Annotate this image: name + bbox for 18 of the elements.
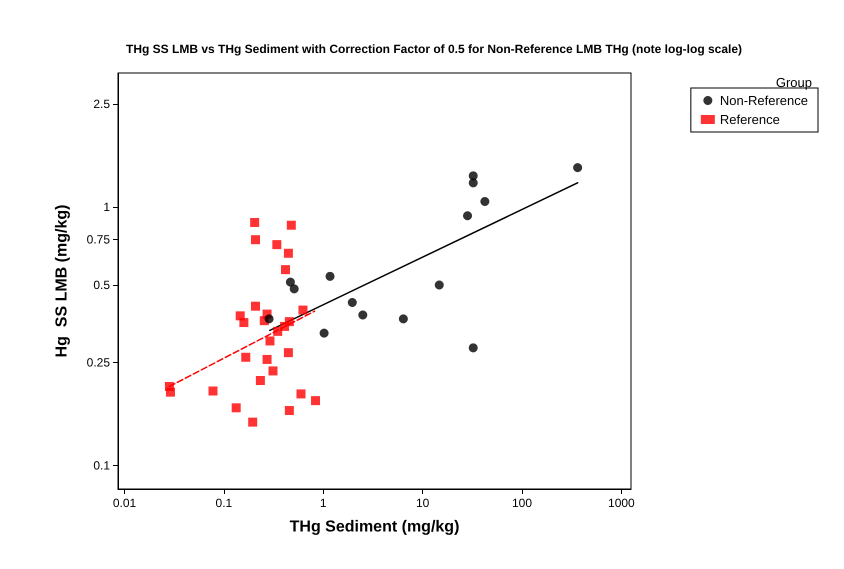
y-tick-label: 0.25 (86, 356, 110, 370)
legend-title: Group (776, 75, 812, 90)
y-tick-label: 0.5 (93, 278, 110, 292)
chart-title: THg SS LMB vs THg Sediment with Correction Factor of 0.5 for Non-Reference LMB THg (note log-log scale) (126, 42, 742, 56)
y-tick-label: 2.5 (93, 97, 110, 112)
y-tick-label: 0.75 (86, 232, 110, 246)
x-tick-label: 1 (320, 496, 327, 510)
y-axis-title: Hg SS LMB (mg/kg) (54, 204, 70, 358)
x-tick-label: 10 (416, 496, 430, 510)
x-tick-label: 100 (512, 496, 532, 510)
x-tick-label: 1000 (608, 496, 636, 510)
x-axis-title: THg Sediment (mg/kg) (290, 518, 460, 536)
x-tick-label: 0.01 (112, 496, 137, 510)
x-tick-label: 0.1 (216, 496, 233, 510)
y-tick-label: 1 (103, 200, 110, 214)
legend-label: Reference (720, 112, 780, 127)
y-tick-label: 0.1 (93, 458, 110, 472)
legend-label: Non-Reference (720, 93, 808, 108)
